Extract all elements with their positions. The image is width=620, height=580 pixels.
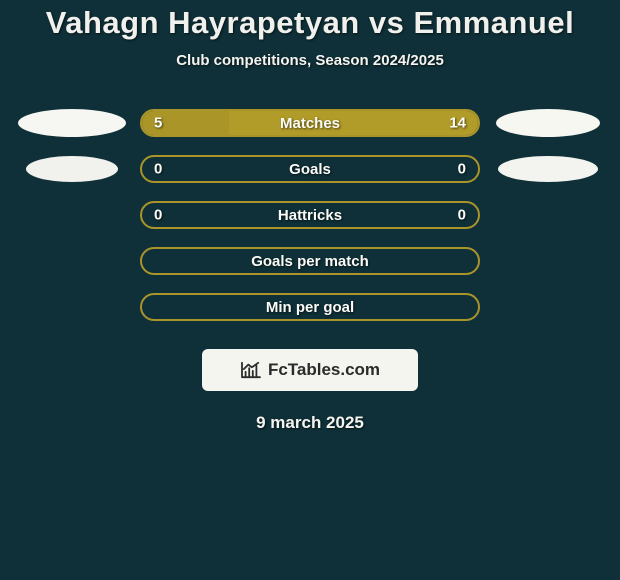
stat-bar-gpm: Goals per match <box>140 247 480 275</box>
stat-bar-hattricks: 0 0 Hattricks <box>140 201 480 229</box>
fctables-logo-text: FcTables.com <box>268 360 380 380</box>
left-player-slot <box>10 109 134 137</box>
stat-value-left: 0 <box>154 207 162 224</box>
stat-row-mpg: Min per goal <box>10 293 610 321</box>
player-ellipse-right <box>496 109 600 137</box>
stat-row-goals: 0 0 Goals <box>10 155 610 183</box>
left-player-slot <box>10 156 134 182</box>
subtitle: Club competitions, Season 2024/2025 <box>10 52 610 69</box>
stat-bar-goals: 0 0 Goals <box>140 155 480 183</box>
stat-value-right: 14 <box>449 115 466 132</box>
right-player-slot <box>486 109 610 137</box>
stat-rows: 5 14 Matches 0 0 Goals 0 0 Hattricks Goals per ma… <box>10 109 610 321</box>
date-text: 9 march 2025 <box>10 413 610 433</box>
fctables-logo: FcTables.com <box>202 349 418 391</box>
stat-value-left: 0 <box>154 161 162 178</box>
stat-label: Matches <box>280 115 340 132</box>
stat-row-gpm: Goals per match <box>10 247 610 275</box>
stat-row-matches: 5 14 Matches <box>10 109 610 137</box>
bar-chart-icon <box>240 361 262 379</box>
stat-value-left: 5 <box>154 115 162 132</box>
bar-fill-right <box>229 111 478 135</box>
stat-row-hattricks: 0 0 Hattricks <box>10 201 610 229</box>
player-ellipse-right <box>498 156 598 182</box>
stat-label: Goals per match <box>251 253 369 270</box>
right-player-slot <box>486 156 610 182</box>
player-ellipse-left <box>18 109 126 137</box>
stat-value-right: 0 <box>458 207 466 224</box>
stat-label: Min per goal <box>266 299 354 316</box>
stat-label: Goals <box>289 161 331 178</box>
stat-bar-matches: 5 14 Matches <box>140 109 480 137</box>
stat-label: Hattricks <box>278 207 342 224</box>
page-title: Vahagn Hayrapetyan vs Emmanuel <box>10 6 610 40</box>
stats-card: Vahagn Hayrapetyan vs Emmanuel Club comp… <box>0 0 620 580</box>
stat-value-right: 0 <box>458 161 466 178</box>
player-ellipse-left <box>26 156 118 182</box>
stat-bar-mpg: Min per goal <box>140 293 480 321</box>
